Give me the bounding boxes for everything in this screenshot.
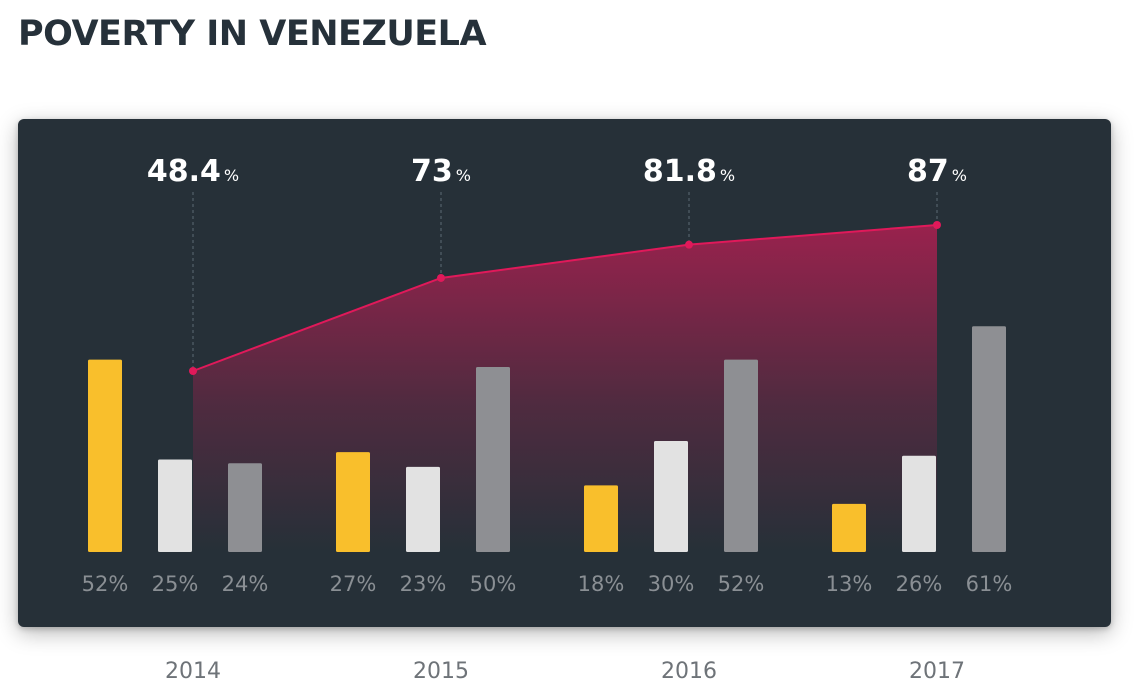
bar-label-2017-dark-gray: 61% xyxy=(966,572,1013,596)
poverty-point-2017 xyxy=(933,221,941,229)
bar-2017-yellow xyxy=(832,503,866,552)
poverty-point-2016 xyxy=(685,240,693,249)
value-label-2014: 48.4% xyxy=(147,154,239,189)
bar-2017-dark-gray xyxy=(972,326,1006,552)
bar-label-2015-yellow: 27% xyxy=(330,572,377,596)
bar-2016-light-gray xyxy=(654,441,688,552)
year-label-2014: 2014 xyxy=(165,659,221,684)
bar-2015-yellow xyxy=(336,452,370,552)
value-label-2015: 73% xyxy=(411,154,471,189)
bar-label-2016-yellow: 18% xyxy=(578,572,625,596)
value-label-2016: 81.8% xyxy=(643,154,735,189)
bar-2014-dark-gray xyxy=(228,463,262,552)
year-label-2015: 2015 xyxy=(413,659,469,684)
bar-label-2016-dark-gray: 52% xyxy=(718,572,765,596)
bar-label-2017-light-gray: 26% xyxy=(896,572,943,596)
bar-2014-light-gray xyxy=(158,459,192,552)
poverty-point-2014 xyxy=(189,367,197,375)
bar-label-2016-light-gray: 30% xyxy=(648,572,695,596)
bar-label-2014-yellow: 52% xyxy=(82,572,129,596)
bar-label-2014-light-gray: 25% xyxy=(152,572,199,596)
poverty-line xyxy=(192,224,938,372)
bar-2015-dark-gray xyxy=(476,367,510,552)
page-title: POVERTY IN VENEZUELA xyxy=(18,14,487,54)
bar-2016-dark-gray xyxy=(724,359,758,552)
bar-label-2015-light-gray: 23% xyxy=(400,572,447,596)
bar-label-2014-dark-gray: 24% xyxy=(222,572,269,596)
bar-2016-yellow xyxy=(584,485,618,552)
year-label-2016: 2016 xyxy=(661,659,717,684)
poverty-area xyxy=(193,225,937,552)
bar-2014-yellow xyxy=(88,359,122,552)
value-label-2017: 87% xyxy=(907,154,967,189)
bar-2017-light-gray xyxy=(902,455,936,552)
bar-2015-light-gray xyxy=(406,466,440,552)
bar-label-2015-dark-gray: 50% xyxy=(470,572,517,596)
year-label-2017: 2017 xyxy=(909,659,965,684)
poverty-point-2015 xyxy=(437,273,445,282)
bar-label-2017-yellow: 13% xyxy=(826,572,873,596)
